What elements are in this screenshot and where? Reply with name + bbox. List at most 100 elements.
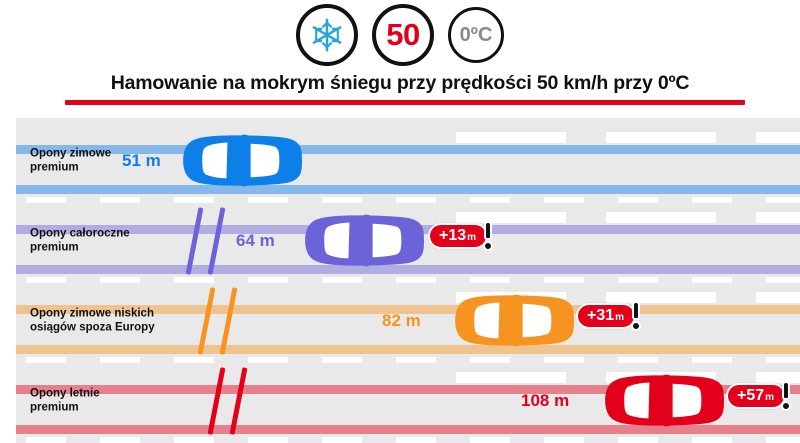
lane-winter-lowperf: Opony zimowe niskich osiągów spoza Europ… bbox=[16, 281, 800, 363]
lane-bar-top bbox=[16, 145, 800, 154]
delta-value: +31 bbox=[587, 307, 615, 324]
delta-pill: +13 m bbox=[428, 223, 489, 249]
snowflake-icon bbox=[312, 18, 342, 52]
lane-marking-row bbox=[16, 357, 800, 363]
lane-bar-bottom bbox=[16, 185, 800, 194]
lane-dash bbox=[26, 357, 66, 363]
lane-winter-premium-distance-value: 51 m bbox=[122, 151, 161, 170]
lane-allseason-premium-label: Opony całoroczne premium bbox=[30, 227, 130, 254]
lane-dash bbox=[470, 437, 510, 443]
lane-dash bbox=[766, 197, 800, 203]
lane-allseason-premium: Opony całoroczne premium 64 m +13 m bbox=[16, 201, 800, 283]
lane-summer-premium-delta-badge: +57 m bbox=[726, 381, 793, 411]
temperature-badge-label: 0ºC bbox=[459, 23, 493, 46]
lane-dash bbox=[248, 357, 288, 363]
lane-dash bbox=[618, 437, 658, 443]
lane-bar-bottom bbox=[16, 265, 800, 274]
exclamation-icon bbox=[779, 381, 793, 411]
speed-badge-label: 50 bbox=[386, 17, 420, 52]
lane-dash bbox=[100, 197, 140, 203]
lane-dash bbox=[544, 277, 584, 283]
road-cross-dash bbox=[456, 212, 566, 223]
lane-dash bbox=[248, 197, 288, 203]
lane-winter-premium-car-icon bbox=[166, 133, 302, 188]
delta-pill: +57 m bbox=[726, 383, 787, 409]
road-cross-dash bbox=[606, 212, 716, 223]
lane-dash bbox=[396, 197, 436, 203]
delta-unit: m bbox=[467, 232, 477, 243]
lane-dash bbox=[396, 277, 436, 283]
lane-marking-row bbox=[16, 197, 800, 203]
lane-dash bbox=[100, 357, 140, 363]
lane-dash bbox=[766, 437, 800, 443]
lane-summer-premium-distance-value: 108 m bbox=[521, 391, 570, 410]
lane-bar-top bbox=[16, 305, 800, 314]
lane-dash bbox=[470, 277, 510, 283]
title-underline bbox=[65, 100, 745, 105]
lane-dash bbox=[174, 197, 214, 203]
road-cross-dash bbox=[606, 292, 716, 303]
delta-pill: +31 m bbox=[576, 303, 637, 329]
road-cross-dash bbox=[456, 132, 566, 143]
lane-dash bbox=[544, 437, 584, 443]
road-cross-dash bbox=[606, 132, 716, 143]
lane-dash bbox=[692, 437, 732, 443]
page-title: Hamowanie na mokrym śniegu przy prędkośc… bbox=[110, 72, 690, 94]
road-cross-dash bbox=[756, 372, 800, 383]
lane-winter-lowperf-distance-value: 82 m bbox=[382, 311, 421, 330]
lane-dash bbox=[544, 357, 584, 363]
lane-dash bbox=[692, 197, 732, 203]
road-cross-dash bbox=[456, 372, 566, 383]
lane-dash bbox=[248, 437, 288, 443]
title-wrap: Hamowanie na mokrym śniegu przy prędkośc… bbox=[0, 72, 800, 95]
delta-value: +13 bbox=[439, 227, 467, 244]
lane-dash bbox=[618, 357, 658, 363]
delta-value: +57 bbox=[737, 387, 765, 404]
lane-dash bbox=[174, 277, 214, 283]
delta-unit: m bbox=[615, 312, 625, 323]
lane-winter-premium-label: Opony zimowe premium bbox=[30, 147, 112, 174]
road-cross-dash bbox=[756, 212, 800, 223]
lane-winter-lowperf-car-icon bbox=[438, 293, 574, 348]
lane-bar-bottom bbox=[16, 345, 800, 354]
lane-dash bbox=[322, 277, 362, 283]
lane-dash bbox=[248, 277, 288, 283]
lane-winter-lowperf-delta-badge: +31 m bbox=[576, 301, 643, 331]
temperature-badge: 0ºC bbox=[448, 7, 504, 63]
badge-row: 50 0ºC bbox=[0, 4, 800, 66]
lane-dash bbox=[174, 357, 214, 363]
lane-dash bbox=[544, 197, 584, 203]
lane-bar-bottom bbox=[16, 425, 800, 434]
lane-dash bbox=[618, 197, 658, 203]
lane-dash bbox=[174, 437, 214, 443]
lane-marking-row bbox=[16, 277, 800, 283]
lane-dash bbox=[692, 277, 732, 283]
lane-dash bbox=[322, 357, 362, 363]
lane-dash bbox=[618, 277, 658, 283]
road-chart: Opony zimowe premium 51 m Opony całoroczn… bbox=[16, 118, 800, 443]
lane-dash bbox=[26, 277, 66, 283]
lane-dash bbox=[692, 357, 732, 363]
lane-marking-row bbox=[16, 437, 800, 443]
lane-summer-premium-break-marks bbox=[207, 367, 254, 435]
delta-unit: m bbox=[765, 392, 775, 403]
snowflake-badge bbox=[296, 4, 358, 66]
lane-dash bbox=[100, 277, 140, 283]
road-cross-dash bbox=[756, 132, 800, 143]
road-cross-dash bbox=[756, 292, 800, 303]
lane-allseason-premium-break-marks bbox=[185, 207, 232, 275]
lane-dash bbox=[470, 197, 510, 203]
lane-summer-premium: Opony letnie premium 108 m +57 m bbox=[16, 361, 800, 443]
lane-dash bbox=[322, 197, 362, 203]
lane-bar-top bbox=[16, 385, 800, 394]
lane-winter-lowperf-break-marks bbox=[197, 287, 244, 355]
lane-summer-premium-car-icon bbox=[588, 373, 724, 428]
lane-dash bbox=[100, 437, 140, 443]
lane-allseason-premium-car-icon bbox=[288, 213, 424, 268]
speed-badge: 50 bbox=[372, 4, 434, 66]
lane-dash bbox=[322, 437, 362, 443]
lane-dash bbox=[26, 197, 66, 203]
lane-winter-lowperf-label: Opony zimowe niskich osiągów spoza Europ… bbox=[30, 307, 155, 334]
lane-dash bbox=[26, 437, 66, 443]
